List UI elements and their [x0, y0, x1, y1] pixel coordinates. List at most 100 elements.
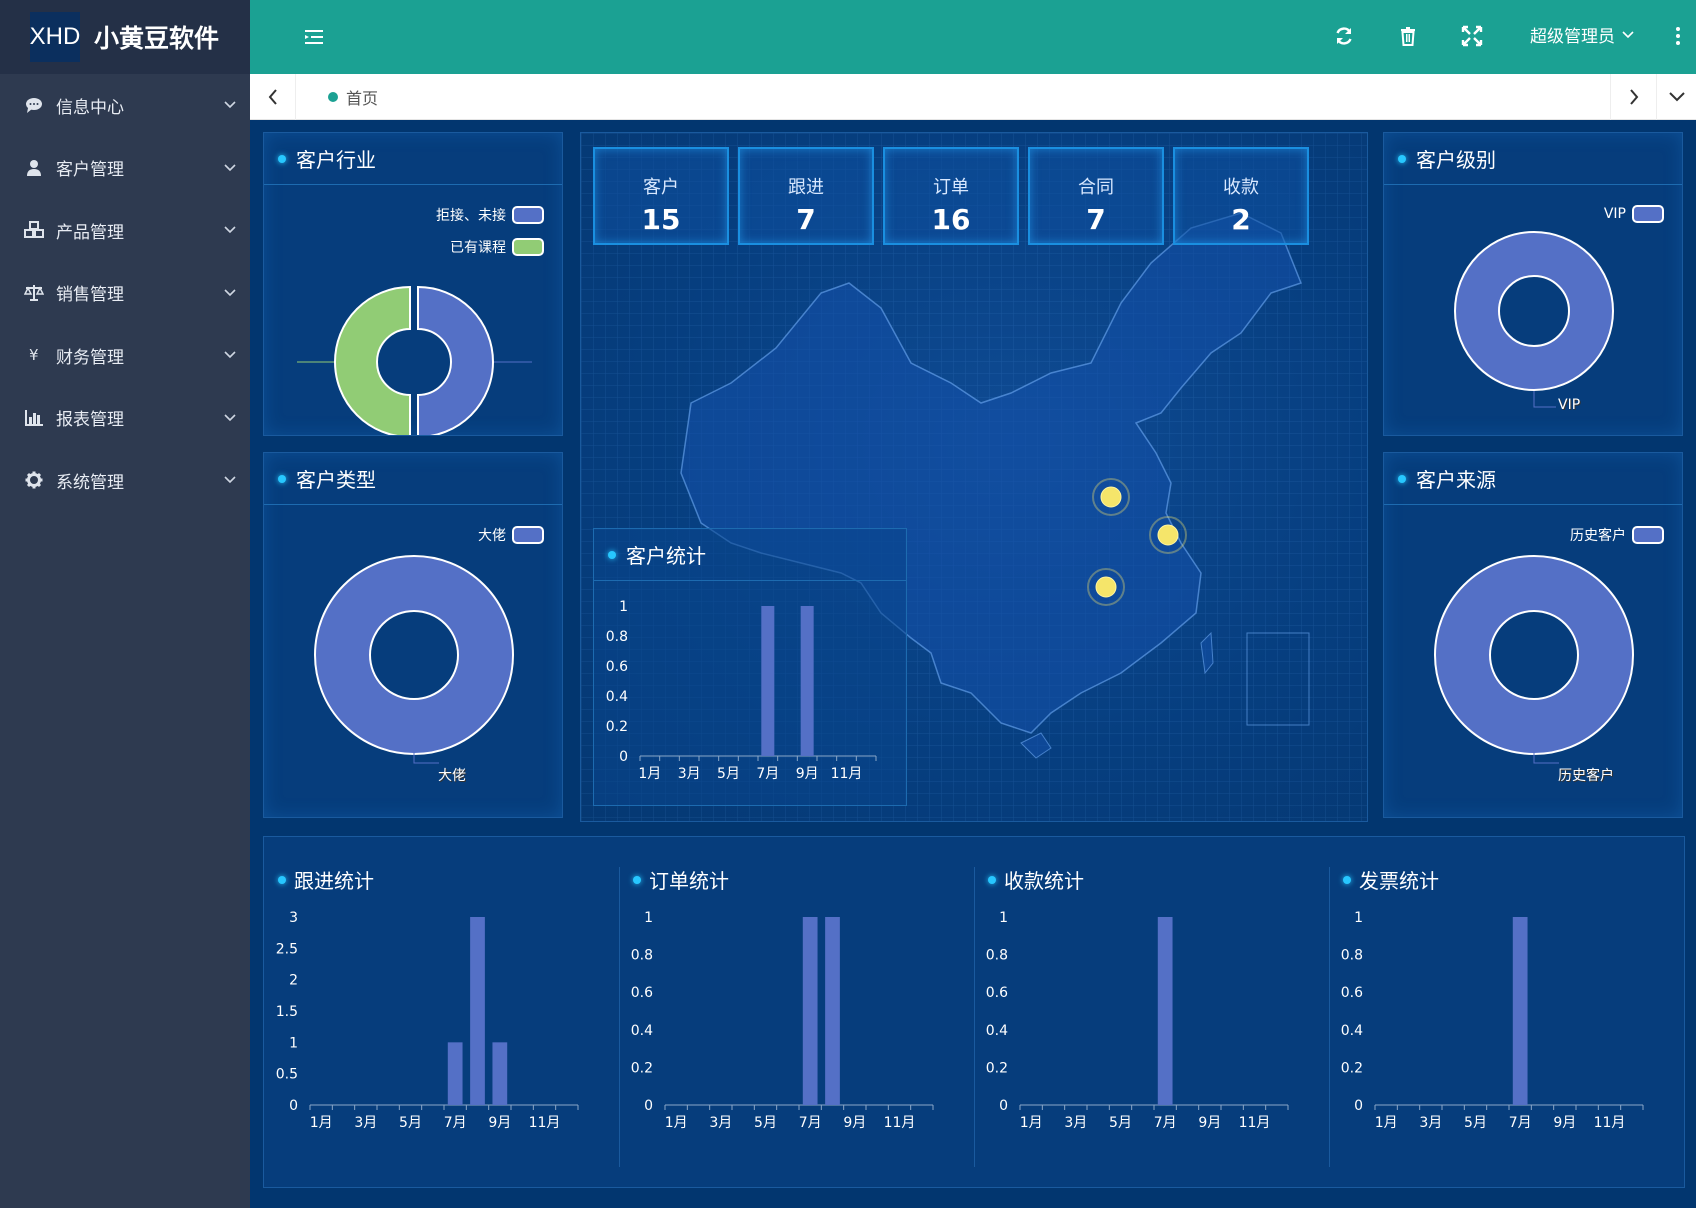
- sidebar-item-balance-scale[interactable]: 销售管理: [0, 262, 250, 325]
- yen-icon: ¥: [24, 345, 44, 365]
- bar[interactable]: [802, 917, 818, 1105]
- y-tick-label: 2.5: [276, 941, 298, 957]
- bar[interactable]: [447, 1042, 463, 1105]
- legend-item[interactable]: 大佬: [478, 525, 544, 545]
- bar[interactable]: [1512, 917, 1528, 1105]
- industry-donut: [297, 285, 532, 435]
- tab-scroll-left-button[interactable]: [250, 74, 296, 120]
- y-tick-label: 0.4: [1341, 1023, 1363, 1039]
- stat-label: 订单: [933, 177, 969, 198]
- x-tick-label: 11月: [1594, 1115, 1626, 1131]
- legend-swatch: [512, 206, 544, 224]
- sidebar: XHD 小黄豆软件 信息中心 客户管理 产品管理销售管理 ¥ 财务管理报表管理系统管理: [0, 0, 250, 1208]
- x-tick-label: 7月: [799, 1115, 822, 1131]
- trash-icon[interactable]: [1396, 24, 1420, 48]
- more-vertical-icon[interactable]: [1668, 24, 1688, 48]
- stat-label: 合同: [1078, 177, 1114, 198]
- x-tick-label: 5月: [399, 1115, 422, 1131]
- y-tick-label: 0: [289, 1098, 298, 1114]
- legend-item[interactable]: VIP: [1604, 205, 1664, 223]
- panel-title: 客户类型: [264, 453, 562, 505]
- fullscreen-icon[interactable]: [1460, 24, 1484, 48]
- sidebar-item-cubes[interactable]: 产品管理: [0, 199, 250, 262]
- bar[interactable]: [470, 917, 485, 1105]
- stat-followup[interactable]: 跟进 7: [738, 147, 874, 245]
- stat-order[interactable]: 订单 16: [883, 147, 1019, 245]
- x-tick-label: 1月: [1020, 1115, 1043, 1131]
- y-tick-label: 0.6: [1341, 985, 1363, 1001]
- legend-item[interactable]: 历史客户: [1570, 525, 1664, 545]
- bar[interactable]: [492, 1042, 508, 1105]
- y-tick-label: 1: [289, 1035, 298, 1051]
- tab-options-button[interactable]: [1656, 74, 1696, 120]
- sidebar-item-gear[interactable]: 系统管理: [0, 449, 250, 512]
- bar[interactable]: [800, 606, 814, 756]
- user-menu[interactable]: 超级管理员: [1530, 22, 1635, 47]
- y-tick-label: 0.8: [606, 629, 628, 645]
- bar[interactable]: [1157, 917, 1173, 1105]
- legend-swatch: [1632, 205, 1664, 223]
- y-tick-label: 0.4: [606, 689, 628, 705]
- pie-slice-green[interactable]: [334, 285, 411, 435]
- x-tick-label: 7月: [1509, 1115, 1532, 1131]
- x-tick-label: 11月: [831, 766, 863, 782]
- title-dot: [278, 474, 286, 483]
- sidebar-item-label: 财务管理: [56, 347, 124, 368]
- sidebar-item-yen[interactable]: ¥ 财务管理: [0, 324, 250, 387]
- tab-scroll-right-button[interactable]: [1610, 74, 1656, 120]
- source-title: 客户来源: [1416, 468, 1496, 492]
- chart-title: 发票统计: [1343, 865, 1439, 894]
- pie-slice[interactable]: [1434, 555, 1634, 755]
- x-tick-label: 11月: [529, 1115, 561, 1131]
- stat-customer[interactable]: 客户 15: [593, 147, 729, 245]
- bar[interactable]: [825, 917, 840, 1105]
- svg-text:¥: ¥: [29, 346, 39, 364]
- tab-home[interactable]: 首页: [328, 74, 378, 120]
- payment-stats-title: 收款统计: [1004, 869, 1084, 893]
- ctype-title: 客户类型: [296, 468, 376, 492]
- sidebar-item-chat[interactable]: 信息中心: [0, 74, 250, 137]
- pie-slice[interactable]: [1454, 231, 1614, 391]
- sidebar-item-bar-chart[interactable]: 报表管理: [0, 387, 250, 450]
- x-tick-label: 9月: [843, 1115, 866, 1131]
- x-tick-label: 5月: [1464, 1115, 1487, 1131]
- logo: XHD 小黄豆软件: [0, 0, 250, 74]
- refresh-icon[interactable]: [1332, 24, 1356, 48]
- customer-stats-title: 客户统计: [626, 544, 706, 568]
- x-tick-label: 11月: [1239, 1115, 1271, 1131]
- chevron-down-icon: [210, 475, 250, 485]
- panel-title: 客户级别: [1384, 133, 1682, 185]
- legend-item[interactable]: 拒接、未接: [436, 205, 544, 225]
- sidebar-item-label: 销售管理: [56, 285, 124, 306]
- slice-label: 大佬: [438, 768, 466, 784]
- y-tick-label: 0.6: [986, 985, 1008, 1001]
- stat-value: 15: [641, 203, 681, 236]
- x-tick-label: 7月: [444, 1115, 467, 1131]
- pie-slice-blue[interactable]: [417, 285, 494, 435]
- title-dot: [1398, 154, 1406, 163]
- customer-stats-panel: 客户统计 0 0.2 0.4 0.6 0.8 1 1月 3月 5月 7月 9月 11月: [593, 528, 907, 806]
- industry-panel: 客户行业 拒接、未接 已有课程: [263, 132, 563, 436]
- stat-payment[interactable]: 收款 2: [1173, 147, 1309, 245]
- title-dot: [988, 875, 996, 884]
- followup-stats-title: 跟进统计: [294, 869, 374, 893]
- sidebar-item-label: 系统管理: [56, 472, 124, 493]
- followup-stats-chart: 0 0.5 1 1.5 2 2.5 3 1月 3月 5月 7月 9月 11月: [276, 910, 579, 1131]
- divider: [974, 867, 975, 1167]
- bar[interactable]: [761, 606, 775, 756]
- legend-label: 拒接、未接: [436, 208, 506, 224]
- legend-label: 历史客户: [1570, 528, 1626, 544]
- sidebar-menu: 信息中心 客户管理 产品管理销售管理 ¥ 财务管理报表管理系统管理: [0, 74, 250, 512]
- y-tick-label: 1: [999, 910, 1008, 926]
- sidebar-item-user[interactable]: 客户管理: [0, 137, 250, 200]
- bottom-stats-panel: 跟进统计 0 0.5 1 1.5 2 2.5 3 1月 3月 5月 7月 9月 11月 订单统计 0 0.…: [263, 836, 1685, 1188]
- x-tick-label: 5月: [1109, 1115, 1132, 1131]
- y-tick-label: 1: [619, 599, 628, 615]
- legend-item[interactable]: 已有课程: [450, 237, 544, 257]
- stat-contract[interactable]: 合同 7: [1028, 147, 1164, 245]
- menu-toggle-icon[interactable]: [303, 26, 325, 48]
- chevron-down-icon: [210, 413, 250, 423]
- pie-slice[interactable]: [314, 555, 514, 755]
- legend-label: VIP: [1603, 206, 1626, 222]
